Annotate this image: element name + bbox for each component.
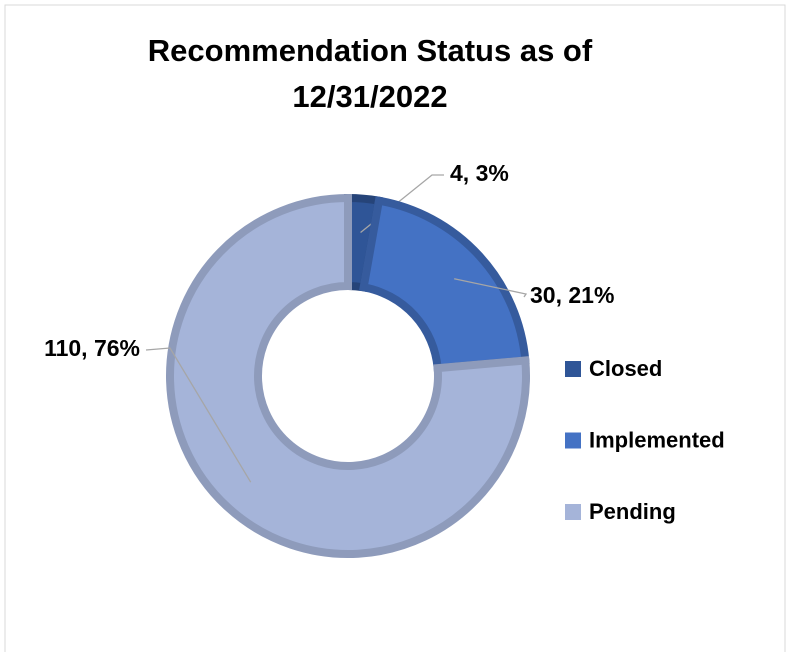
legend-label: Pending	[589, 499, 676, 524]
legend-swatch	[565, 432, 581, 449]
leader-line	[454, 278, 528, 298]
data-label: 110, 76%	[44, 335, 140, 361]
data-label: 4, 3%	[450, 160, 509, 186]
chart-title: Recommendation Status as of 12/31/2022	[147, 33, 593, 114]
legend-swatch	[565, 361, 581, 377]
doughnut-segment	[166, 193, 530, 558]
legend-label: Implemented	[589, 427, 725, 452]
legend-swatch	[565, 504, 581, 520]
leader-line	[145, 347, 252, 483]
legend-label: Closed	[589, 356, 662, 381]
doughnut-segment	[358, 196, 530, 373]
chart-frame	[4, 4, 786, 652]
data-label: 30, 21%	[530, 282, 614, 308]
